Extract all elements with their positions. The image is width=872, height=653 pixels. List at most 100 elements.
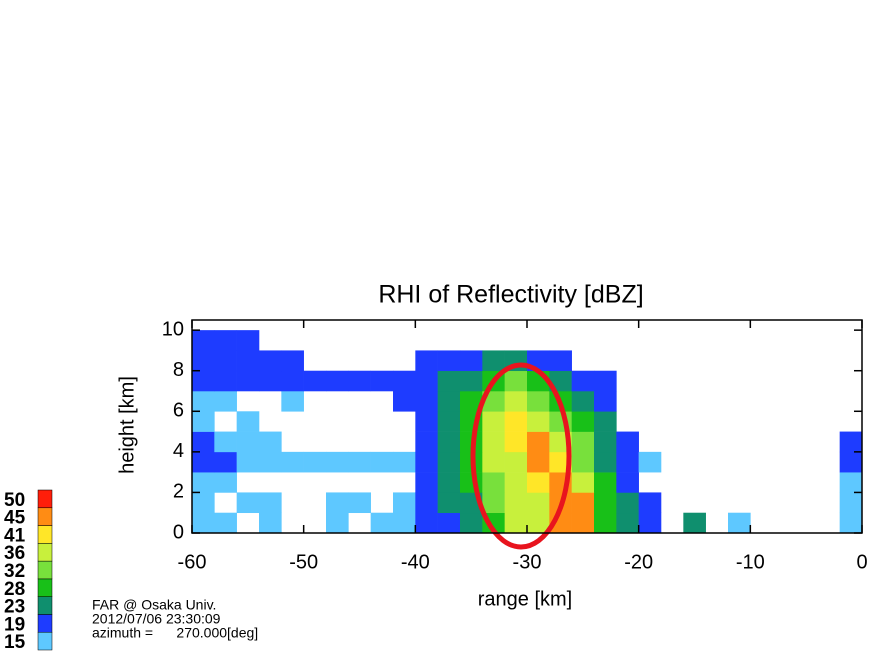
echo-cell	[839, 472, 863, 493]
x-tick-label: -40	[401, 551, 430, 573]
echo-cell	[259, 451, 282, 473]
echo-cell	[504, 492, 528, 514]
echo-cell	[437, 391, 461, 412]
echo-cell	[728, 512, 751, 534]
colorbar-swatch	[37, 631, 53, 651]
echo-cell	[527, 431, 550, 453]
chart-title: RHI of Reflectivity [dBZ]	[378, 281, 643, 309]
echo-cell	[415, 472, 438, 493]
echo-cell	[504, 472, 528, 493]
echo-cell	[839, 492, 863, 514]
echo-cell	[571, 472, 595, 493]
echo-cell	[415, 411, 438, 432]
echo-cell	[482, 411, 505, 432]
echo-cell	[571, 492, 595, 514]
echo-cell	[437, 472, 461, 493]
echo-cell	[192, 330, 215, 351]
echo-cell	[527, 492, 550, 514]
echo-cell	[415, 391, 438, 412]
echo-cell	[214, 431, 237, 453]
echo-cell	[326, 451, 349, 473]
colorbar-swatch	[37, 560, 53, 580]
echo-cell	[192, 472, 215, 493]
echo-cell	[638, 492, 662, 514]
echo-cell	[504, 431, 528, 453]
echo-cell	[348, 370, 371, 392]
colorbar-label: 28	[4, 579, 25, 600]
x-tick-label: -60	[178, 551, 207, 573]
annotation: 2012/07/06 23:30:09	[92, 611, 221, 627]
echo-cell	[616, 492, 639, 514]
x-tick-label: -10	[736, 551, 765, 573]
echo-cell	[192, 391, 215, 412]
echo-cell	[460, 512, 483, 534]
echo-cell	[236, 350, 260, 372]
echo-cell	[460, 391, 483, 412]
y-tick-label: 2	[173, 481, 184, 503]
echo-cell	[616, 472, 639, 493]
echo-cell	[415, 370, 438, 392]
echo-cell	[370, 370, 394, 392]
echo-cell	[616, 431, 639, 453]
echo-cell	[437, 370, 461, 392]
echo-cell	[370, 512, 394, 534]
echo-cell	[214, 330, 237, 351]
echo-cell	[236, 370, 260, 392]
echo-cell	[259, 512, 282, 534]
echo-cell	[415, 350, 438, 372]
echo-cell	[437, 492, 461, 514]
echo-cell	[504, 391, 528, 412]
echo-cell	[616, 451, 639, 473]
echo-cell	[482, 431, 505, 453]
echo-cell	[214, 512, 237, 534]
echo-cell	[192, 411, 215, 432]
echo-cell	[839, 512, 863, 534]
echo-cell	[482, 350, 505, 372]
x-tick-label: -50	[289, 551, 318, 573]
colorbar-swatch	[37, 525, 53, 544]
echo-cell	[504, 451, 528, 473]
echo-cell	[326, 370, 349, 392]
echo-cell	[214, 350, 237, 372]
echo-cell	[214, 391, 237, 412]
echo-cell	[482, 472, 505, 493]
echo-cell	[527, 472, 550, 493]
echo-cell	[571, 391, 595, 412]
annotation: azimuth = 270.000[deg]	[92, 625, 258, 641]
echo-cell	[594, 411, 617, 432]
colorbar-label: 23	[4, 597, 25, 618]
echo-cell	[192, 431, 215, 453]
echo-cell	[482, 391, 505, 412]
echo-cell	[571, 512, 595, 534]
echo-cell	[259, 431, 282, 453]
echo-cell	[281, 350, 304, 372]
colorbar-swatch	[37, 507, 53, 526]
echo-cell	[482, 451, 505, 473]
annotation: FAR @ Osaka Univ.	[92, 597, 216, 613]
y-tick-label: 10	[162, 318, 184, 340]
echo-cell	[594, 370, 617, 392]
echo-cell	[415, 431, 438, 453]
echo-cell	[393, 451, 416, 473]
x-axis-label: range [km]	[478, 588, 572, 610]
echo-cell	[415, 492, 438, 514]
echo-cell	[214, 370, 237, 392]
y-tick-label: 6	[173, 400, 184, 422]
echo-cell	[192, 512, 215, 534]
colorbar-swatch	[37, 578, 53, 597]
echo-cell	[415, 451, 438, 473]
echo-cell	[594, 451, 617, 473]
echo-cell	[236, 492, 260, 514]
echo-cell	[594, 512, 617, 534]
colorbar-swatch	[37, 596, 53, 615]
echo-cell	[504, 411, 528, 432]
echo-cell	[214, 451, 237, 473]
colorbar-label: 19	[4, 614, 25, 635]
plot-area	[192, 330, 863, 534]
echo-cell	[437, 431, 461, 453]
echo-cell	[214, 472, 237, 493]
echo-cell	[638, 451, 662, 473]
echo-cell	[594, 391, 617, 412]
echo-cell	[393, 492, 416, 514]
